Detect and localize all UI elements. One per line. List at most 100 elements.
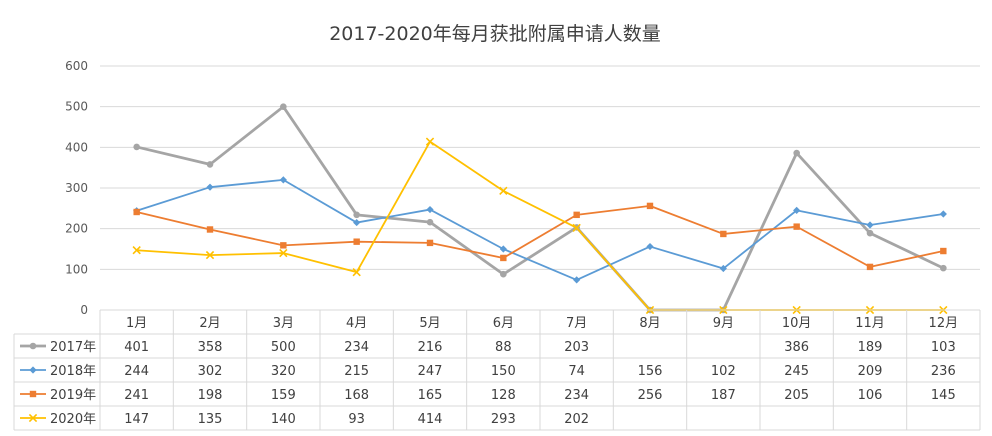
table-cell: 145 [931, 388, 956, 403]
table-cell: 401 [124, 340, 149, 355]
series-2017年 [133, 103, 947, 314]
legend-label: 2020年 [50, 412, 96, 427]
data-point [426, 205, 434, 214]
data-point [353, 211, 360, 219]
table-cell: 128 [491, 388, 516, 403]
data-point [425, 137, 435, 146]
y-tick-label: 0 [80, 303, 88, 317]
data-point [426, 218, 434, 226]
table-cell: 150 [491, 364, 516, 379]
category-label: 10月 [782, 316, 812, 331]
legend-marker [29, 342, 37, 350]
table-cell: 414 [418, 412, 443, 427]
table-cell: 215 [344, 364, 369, 379]
table-cell: 156 [638, 364, 663, 379]
table-cell: 234 [344, 340, 369, 355]
category-label: 1月 [126, 316, 147, 331]
data-point [279, 176, 287, 184]
series-line [136, 140, 944, 311]
table-cell: 256 [638, 388, 663, 403]
category-label: 7月 [566, 316, 587, 331]
data-point [572, 223, 581, 233]
series-line [136, 178, 944, 281]
legend-label: 2017年 [50, 340, 96, 355]
data-point [500, 270, 507, 278]
legend-label: 2019年 [50, 388, 96, 403]
legend-key-2020年 [20, 413, 46, 423]
category-label: 12月 [929, 316, 959, 331]
table-cell: 205 [784, 388, 809, 403]
data-point [573, 276, 581, 284]
data-point [940, 264, 947, 272]
table-cell: 293 [491, 412, 516, 427]
y-tick-label: 100 [65, 262, 88, 276]
data-point [132, 246, 141, 255]
table-cell: 500 [271, 340, 296, 355]
table-cell: 189 [858, 340, 883, 355]
table-cell: 198 [198, 388, 223, 403]
table-cell: 74 [568, 364, 585, 379]
category-label: 11月 [855, 316, 885, 331]
table-cell: 88 [495, 340, 512, 355]
series-2019年 [133, 202, 947, 271]
category-label: 9月 [713, 316, 734, 331]
table-cell: 241 [124, 388, 149, 403]
table-cell: 302 [198, 364, 223, 379]
table-cell: 386 [784, 340, 809, 355]
y-tick-label: 200 [65, 222, 88, 236]
category-label: 6月 [493, 316, 514, 331]
data-point [573, 211, 580, 219]
table-cell: 140 [271, 412, 296, 427]
data-point [866, 263, 874, 271]
legend-marker [29, 366, 37, 374]
data-point [866, 221, 874, 229]
series-2020年 [132, 137, 948, 315]
table-cell: 234 [564, 388, 589, 403]
series-line [136, 204, 944, 268]
y-tick-label: 600 [65, 59, 88, 73]
y-tick-label: 300 [65, 181, 88, 195]
series-2018年 [133, 176, 947, 284]
data-point [133, 208, 140, 216]
data-table: 1月 2月 3月 4月 5月 6月 7月 8月 9月 10月 11月 12月 2017年 401 358 50… [13, 309, 981, 431]
data-point [939, 210, 947, 218]
series-lines [132, 103, 948, 315]
legend-marker [28, 413, 38, 423]
table-cell: 168 [344, 388, 369, 403]
data-point [280, 242, 287, 249]
category-label: 3月 [273, 316, 294, 331]
chart-title: 2017-2020年每月获批附属申请人数量 [329, 23, 661, 45]
y-axis-ticks: 0 100 200 300 400 500 600 [65, 59, 88, 317]
data-point [646, 202, 654, 210]
data-point [499, 186, 508, 196]
data-point [866, 229, 874, 237]
data-point [280, 103, 287, 110]
table-cell: 244 [124, 364, 149, 379]
y-tick-label: 400 [65, 140, 88, 154]
table-cell: 165 [418, 388, 443, 403]
table-cell: 216 [418, 340, 443, 355]
table-cell: 245 [784, 364, 809, 379]
data-point [353, 238, 360, 245]
table-cell: 106 [858, 388, 883, 403]
data-point [500, 254, 507, 262]
legend-key-2018年 [20, 366, 46, 374]
data-point [206, 161, 214, 168]
data-point [133, 143, 140, 151]
table-cell: 247 [418, 364, 443, 379]
data-point [499, 245, 507, 253]
data-point [646, 242, 654, 251]
table-cell: 147 [124, 412, 149, 427]
data-point [793, 223, 800, 230]
table-cell: 203 [564, 340, 589, 355]
legend-label: 2018年 [50, 364, 96, 379]
table-cell: 135 [198, 412, 223, 427]
table-cell: 159 [271, 388, 296, 403]
legend-key-2019年 [20, 390, 46, 398]
category-label: 8月 [639, 316, 660, 331]
data-point [720, 230, 727, 238]
category-label: 4月 [346, 316, 367, 331]
table-cell: 103 [931, 340, 956, 355]
data-point [940, 247, 947, 255]
